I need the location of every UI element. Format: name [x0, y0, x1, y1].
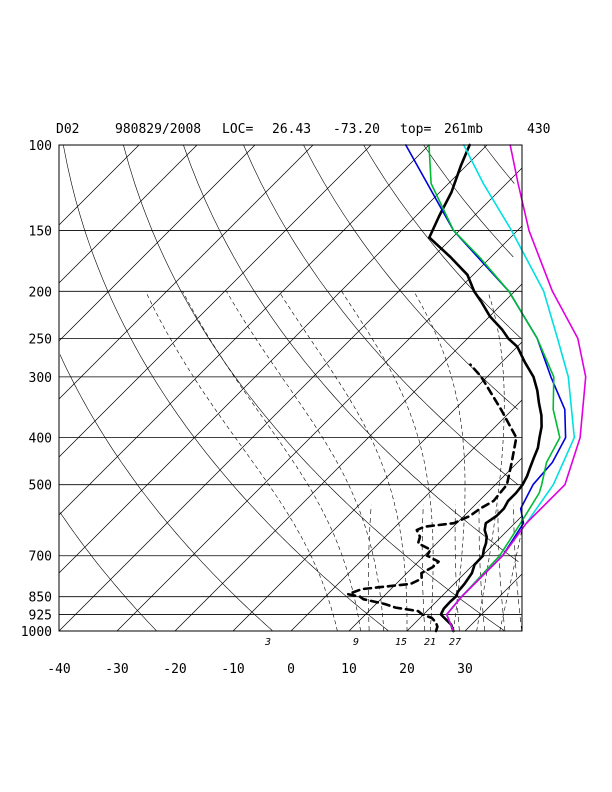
mixing-ratio-label: 21	[424, 637, 436, 648]
pressure-tick-label: 400	[29, 432, 52, 447]
dry-adiabat	[59, 512, 157, 632]
isotherm	[174, 283, 523, 632]
series-blue-line	[404, 144, 567, 632]
mixing-ratio-label: 9	[353, 637, 359, 648]
isotherm	[58, 144, 430, 516]
isotherm	[464, 573, 523, 632]
moist-adiabat	[413, 291, 466, 632]
pressure-tick-label: 850	[29, 591, 52, 606]
background-grid	[58, 144, 523, 632]
isotherm	[58, 144, 314, 400]
dry-adiabat	[183, 144, 519, 562]
moist-adiabat	[226, 291, 385, 632]
temperature-tick-label: 0	[287, 662, 295, 677]
plot-frame	[58, 144, 523, 632]
temperature-tick-label: 10	[341, 662, 357, 677]
header-datetime: 980829/2008	[115, 122, 201, 137]
dry-adiabat	[423, 144, 514, 258]
header-top-value: 261mb	[444, 122, 483, 137]
moist-adiabat	[476, 291, 505, 632]
moist-adiabat	[341, 291, 434, 632]
series-magenta-line	[445, 144, 587, 632]
temperature-tick-label: -10	[221, 662, 244, 677]
moist-adiabat	[145, 291, 338, 632]
series-layer	[346, 143, 587, 633]
header-domain: D02	[56, 122, 79, 137]
moist-adiabat	[278, 291, 408, 631]
series-temperature-line	[427, 143, 543, 633]
temperature-tick-label: 30	[457, 662, 473, 677]
pressure-tick-label: 925	[29, 609, 52, 624]
dry-adiabat	[363, 144, 522, 339]
dry-adiabat	[59, 354, 273, 632]
isotherm	[406, 515, 523, 632]
axis-labels: 3 9 15 21 2710015020025030040050070085092510…	[21, 139, 473, 677]
temperature-tick-label: 20	[399, 662, 415, 677]
header-extra: 430	[527, 122, 550, 137]
mixing-ratio-label: 27	[449, 637, 461, 648]
isotherm	[116, 225, 523, 632]
pressure-tick-label: 200	[29, 285, 52, 300]
isotherm	[58, 144, 256, 342]
series-dewpoint-line	[346, 363, 518, 633]
isotherm	[232, 341, 523, 632]
pressure-tick-label: 100	[29, 139, 52, 154]
header-loc-label: LOC=	[222, 122, 253, 137]
mixing-ratio-line	[497, 504, 506, 632]
isotherm	[290, 399, 523, 632]
mixing-ratio-label: 3	[264, 637, 271, 648]
series-green-line	[428, 144, 561, 632]
mixing-ratio-label: 15	[395, 637, 407, 648]
isotherm	[348, 457, 523, 632]
temperature-tick-label: -40	[47, 662, 70, 677]
pressure-tick-label: 250	[29, 332, 52, 347]
dry-adiabat	[303, 144, 518, 410]
header-lat: 26.43	[272, 122, 311, 137]
header-lon: -73.20	[333, 122, 380, 137]
pressure-tick-label: 300	[29, 371, 52, 386]
isotherm	[58, 144, 140, 226]
moist-adiabat	[499, 530, 523, 632]
isotherm	[58, 144, 198, 284]
pressure-tick-label: 700	[29, 550, 52, 565]
pressure-tick-label: 1000	[21, 625, 52, 640]
isotherm	[58, 167, 523, 632]
mixing-ratio-line	[478, 504, 485, 632]
mixing-ratio-line	[421, 504, 426, 632]
header-top-label: top=	[400, 122, 431, 137]
moist-adiabat	[182, 291, 361, 632]
isotherm	[58, 144, 372, 458]
mixing-ratio-line	[454, 504, 460, 632]
mixing-ratio-line	[368, 504, 372, 631]
pressure-tick-label: 500	[29, 479, 52, 494]
mixing-ratio-line	[513, 504, 522, 632]
isotherm	[58, 144, 488, 574]
dry-adiabat	[123, 144, 505, 632]
temperature-tick-label: -30	[105, 662, 128, 677]
dry-adiabat	[243, 144, 519, 485]
dry-adiabat	[63, 144, 389, 632]
dry-adiabat	[483, 144, 515, 184]
pressure-tick-label: 150	[29, 225, 52, 240]
temperature-tick-label: -20	[163, 662, 186, 677]
